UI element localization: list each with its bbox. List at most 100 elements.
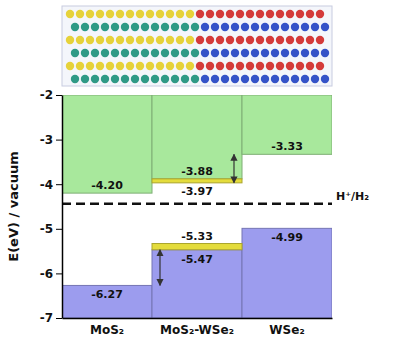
atom <box>231 49 239 57</box>
atom <box>196 10 204 18</box>
y-tick: -6 <box>40 267 62 281</box>
atom <box>211 49 219 57</box>
atom <box>291 23 299 31</box>
atom <box>221 49 229 57</box>
conduction-band <box>152 95 242 179</box>
valence-band <box>62 285 152 318</box>
atom <box>161 75 169 83</box>
atom <box>236 62 244 70</box>
atom <box>81 75 89 83</box>
atom <box>256 36 264 44</box>
atom <box>171 49 179 57</box>
atom <box>161 23 169 31</box>
atom <box>121 75 129 83</box>
atom <box>191 49 199 57</box>
atom <box>176 36 184 44</box>
atom <box>111 23 119 31</box>
atom <box>261 23 269 31</box>
atom <box>256 10 264 18</box>
y-tick-label: -7 <box>40 311 53 325</box>
atom <box>146 10 154 18</box>
atom <box>166 62 174 70</box>
atom <box>131 23 139 31</box>
atom <box>216 10 224 18</box>
atom <box>271 49 279 57</box>
atom <box>96 62 104 70</box>
atom <box>146 62 154 70</box>
atom <box>156 36 164 44</box>
atom <box>101 49 109 57</box>
atom <box>116 36 124 44</box>
atom <box>191 75 199 83</box>
atom <box>126 62 134 70</box>
atom <box>271 75 279 83</box>
atom <box>66 10 74 18</box>
atom <box>101 23 109 31</box>
atom <box>296 10 304 18</box>
atom <box>201 75 209 83</box>
data-label: -3.33 <box>271 140 303 153</box>
x-tick: MoS₂-WSe₂ <box>160 318 234 337</box>
atom <box>176 62 184 70</box>
atom <box>76 10 84 18</box>
atom <box>106 62 114 70</box>
interface-band <box>152 179 242 183</box>
x-axis-line <box>63 318 333 320</box>
x-tick-label: MoS₂ <box>90 323 124 337</box>
atom <box>196 62 204 70</box>
atom <box>256 62 264 70</box>
atom <box>81 23 89 31</box>
offset-arrow <box>233 154 234 183</box>
y-tick-mark <box>56 273 62 274</box>
atom <box>206 36 214 44</box>
offset-arrows <box>160 154 234 285</box>
data-label: -3.97 <box>181 185 213 198</box>
plot-area <box>62 95 332 318</box>
atom <box>126 10 134 18</box>
atom <box>311 75 319 83</box>
atom <box>241 75 249 83</box>
atom <box>251 23 259 31</box>
valence-band <box>242 228 332 318</box>
atom <box>261 75 269 83</box>
data-labels: -4.20-3.88-3.33-3.97-6.27-5.47-4.99-5.33 <box>91 140 303 301</box>
atom <box>241 23 249 31</box>
atom <box>321 49 329 57</box>
atom <box>281 49 289 57</box>
atom <box>221 23 229 31</box>
atom <box>76 62 84 70</box>
atom <box>81 49 89 57</box>
atom <box>96 36 104 44</box>
atom <box>206 10 214 18</box>
atom <box>296 36 304 44</box>
atom <box>151 75 159 83</box>
data-label: -5.47 <box>181 253 213 266</box>
atom <box>201 49 209 57</box>
atom <box>76 36 84 44</box>
atom <box>316 62 324 70</box>
y-tick-label: -5 <box>40 222 53 236</box>
atom <box>146 36 154 44</box>
data-label: -4.99 <box>271 231 303 244</box>
atom <box>66 62 74 70</box>
y-tick: -4 <box>40 178 62 192</box>
atom <box>321 75 329 83</box>
atom <box>306 62 314 70</box>
atom <box>281 75 289 83</box>
y-tick: -7 <box>40 311 62 325</box>
atom <box>291 75 299 83</box>
atom <box>96 10 104 18</box>
atom <box>166 36 174 44</box>
atom <box>246 62 254 70</box>
atom <box>101 75 109 83</box>
atom <box>276 36 284 44</box>
atom <box>261 49 269 57</box>
atom <box>211 23 219 31</box>
atom <box>131 49 139 57</box>
y-tick-mark <box>56 318 62 319</box>
annotation-label: H⁺/H₂ <box>336 190 369 203</box>
atom <box>111 49 119 57</box>
y-tick-label: -6 <box>40 267 53 281</box>
atom <box>236 10 244 18</box>
atom <box>126 36 134 44</box>
